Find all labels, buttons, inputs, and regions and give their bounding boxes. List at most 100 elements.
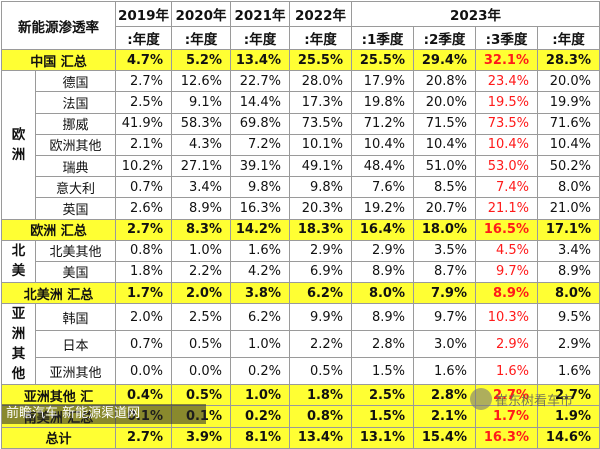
- value-cell: 19.8%: [351, 91, 414, 114]
- value-cell: 19.5%: [475, 91, 538, 114]
- value-cell: 2.7%: [115, 70, 172, 93]
- value-cell: 2.9%: [289, 239, 352, 262]
- region-text: 欧洲: [11, 126, 26, 163]
- value-cell: 0.4%: [115, 384, 172, 407]
- value-cell: 28.3%: [536, 48, 600, 72]
- value-cell: 10.4%: [475, 133, 538, 156]
- value-cell: 3.0%: [413, 330, 476, 359]
- country-label: 欧洲其他: [35, 133, 116, 156]
- value-cell: 19.9%: [536, 91, 600, 114]
- summary-label: 总计: [1, 426, 116, 449]
- value-cell: 22.7%: [230, 70, 290, 93]
- value-cell: 1.6%: [536, 357, 600, 386]
- value-cell: 2.2%: [171, 260, 231, 284]
- value-cell: 17.3%: [289, 91, 352, 114]
- header-year-2020: 2020年: [171, 1, 231, 27]
- summary-label: 欧洲 汇总: [1, 218, 116, 241]
- table-row: 欧洲其他 2.1% 4.3% 7.2% 10.1% 10.4% 10.4% 10.4% 10.4…: [2, 133, 600, 156]
- value-cell: 25.5%: [289, 48, 352, 72]
- value-cell: 27.1%: [171, 154, 231, 178]
- value-cell: 18.0%: [413, 218, 476, 241]
- value-cell: 1.9%: [536, 405, 600, 428]
- country-label: 意大利: [35, 176, 116, 199]
- value-cell: 73.5%: [475, 112, 538, 135]
- value-cell: 5.2%: [171, 48, 231, 72]
- value-cell: 0.2%: [230, 357, 290, 386]
- value-cell: 3.9%: [171, 426, 231, 449]
- value-cell: 69.8%: [230, 112, 290, 135]
- value-cell: 18.3%: [289, 218, 352, 241]
- value-cell: 10.4%: [351, 133, 414, 156]
- value-cell: 1.8%: [289, 384, 352, 407]
- region-label: 欧洲: [1, 70, 36, 220]
- wechat-logo-icon: [470, 388, 492, 410]
- table-row: 日本 0.7% 0.5% 1.0% 2.2% 2.8% 3.0% 2.9% 2.9%: [2, 330, 600, 359]
- summary-row: 北美洲 汇总 1.7% 2.0% 3.8% 6.2% 8.0% 7.9% 8.9% 8.0%: [1, 282, 600, 305]
- value-cell: 1.7%: [115, 282, 172, 305]
- value-cell: 2.7%: [115, 426, 172, 449]
- value-cell: 8.7%: [413, 260, 476, 284]
- table-row: 瑞典 10.2% 27.1% 39.1% 49.1% 48.4% 51.0% 53.0% 50.…: [2, 154, 600, 178]
- value-cell: 17.1%: [536, 218, 600, 241]
- country-label: 北美其他: [35, 239, 116, 262]
- value-cell: 58.3%: [171, 112, 231, 135]
- value-cell: 1.5%: [351, 357, 414, 386]
- value-cell: 1.8%: [115, 260, 172, 284]
- region-label: 北美: [1, 239, 36, 284]
- value-cell: 71.5%: [413, 112, 476, 135]
- table-row: 挪威 41.9% 58.3% 69.8% 73.5% 71.2% 71.5% 73.5% 71.…: [2, 112, 600, 135]
- value-cell: 0.0%: [115, 357, 172, 386]
- value-cell: 20.0%: [536, 70, 600, 93]
- header-corner: 新能源渗透率: [1, 1, 116, 50]
- value-cell: 16.4%: [351, 218, 414, 241]
- value-cell: 21.1%: [475, 197, 538, 220]
- value-cell: 7.9%: [413, 282, 476, 305]
- value-cell: 2.2%: [289, 330, 352, 359]
- header-sub: :年度: [171, 26, 231, 50]
- region-label: 亚洲其他: [1, 303, 36, 386]
- country-label: 亚洲其他: [35, 357, 116, 386]
- value-cell: 2.8%: [351, 330, 414, 359]
- table-row: 亚洲其他 韩国 2.0% 2.5% 6.2% 9.9% 8.9% 9.7% 10.3% 9.5%: [1, 303, 600, 386]
- value-cell: 3.4%: [171, 176, 231, 199]
- value-cell: 2.7%: [115, 218, 172, 241]
- header-sub: :3季度: [475, 26, 538, 50]
- summary-label: 北美洲 汇总: [1, 282, 116, 305]
- table-body: 中国 汇总 4.7% 5.2% 13.4% 25.5% 25.5% 29.4% 32.1% 28…: [1, 48, 600, 449]
- value-cell: 6.9%: [289, 260, 352, 284]
- table-row: 美国 1.8% 2.2% 4.2% 6.9% 8.9% 8.7% 9.7% 8.9%: [2, 260, 600, 284]
- value-cell: 1.6%: [475, 357, 538, 386]
- value-cell: 0.2%: [230, 405, 290, 428]
- value-cell: 13.1%: [351, 426, 414, 449]
- country-label: 瑞典: [35, 154, 116, 178]
- value-cell: 71.6%: [536, 112, 600, 135]
- value-cell: 10.1%: [289, 133, 352, 156]
- value-cell: 9.7%: [413, 303, 476, 332]
- header-sub: :年度: [230, 26, 290, 50]
- value-cell: 2.9%: [475, 330, 538, 359]
- value-cell: 16.3%: [230, 197, 290, 220]
- value-cell: 0.5%: [171, 384, 231, 407]
- value-cell: 2.5%: [351, 384, 414, 407]
- value-cell: 9.5%: [536, 303, 600, 332]
- header-sub: :年度: [536, 26, 600, 50]
- value-cell: 0.8%: [289, 405, 352, 428]
- value-cell: 9.8%: [289, 176, 352, 199]
- value-cell: 6.2%: [230, 303, 290, 332]
- value-cell: 8.0%: [351, 282, 414, 305]
- value-cell: 1.7%: [475, 405, 538, 428]
- value-cell: 16.5%: [475, 218, 538, 241]
- value-cell: 2.1%: [413, 405, 476, 428]
- value-cell: 53.0%: [475, 154, 538, 178]
- value-cell: 6.2%: [289, 282, 352, 305]
- country-label: 韩国: [35, 303, 116, 332]
- watermark-account: 崔东树看车市: [495, 394, 574, 409]
- value-cell: 8.1%: [230, 426, 290, 449]
- summary-row: 中国 汇总 4.7% 5.2% 13.4% 25.5% 25.5% 29.4% 32.1% 28…: [1, 48, 600, 72]
- value-cell: 3.4%: [536, 239, 600, 262]
- value-cell: 1.0%: [230, 384, 290, 407]
- value-cell: 14.6%: [536, 426, 600, 449]
- value-cell: 20.3%: [289, 197, 352, 220]
- summary-label: 亚洲其他 汇: [1, 384, 116, 407]
